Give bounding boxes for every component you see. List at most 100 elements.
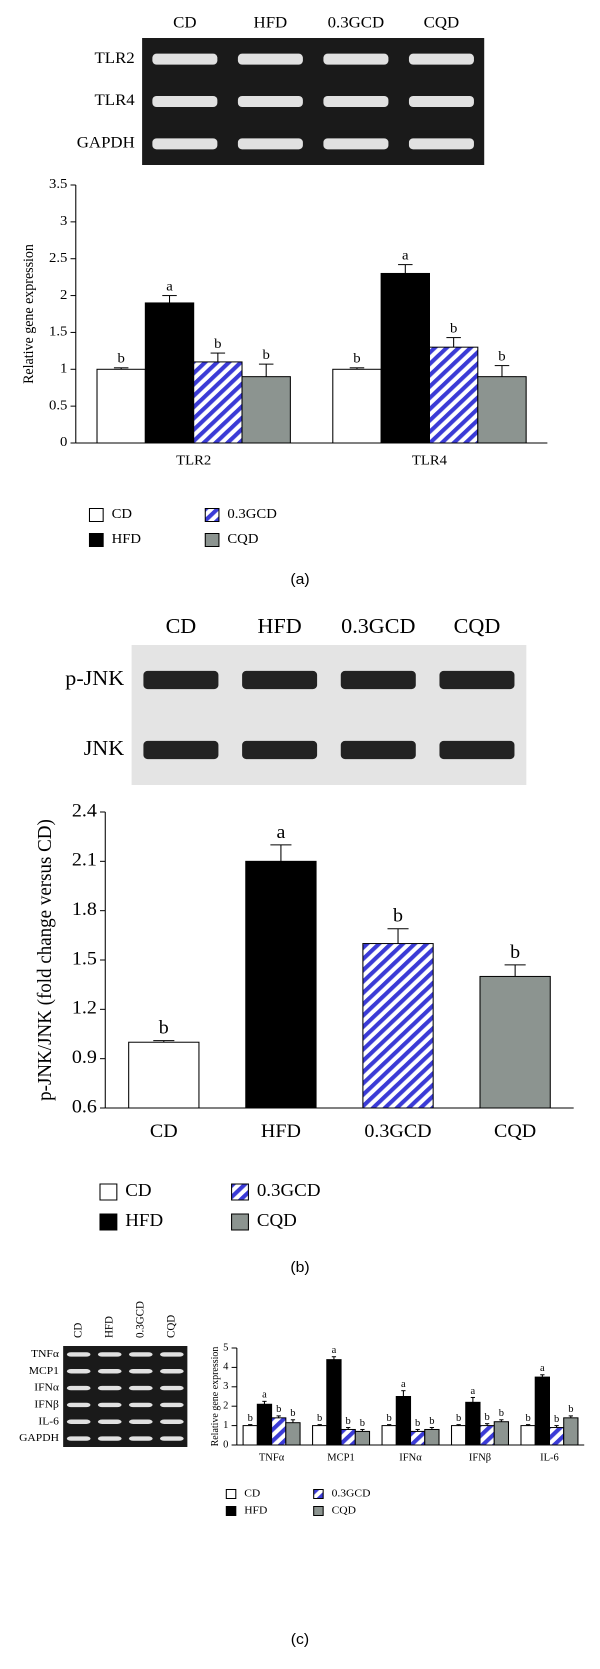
row-label: JNK xyxy=(84,736,125,759)
gel-band xyxy=(160,1369,184,1374)
gel-band xyxy=(242,740,318,760)
significance-letter: b xyxy=(387,1413,392,1424)
significance-letter: b xyxy=(456,1413,461,1424)
legend-swatch xyxy=(231,1183,249,1201)
gel-band xyxy=(160,1436,184,1441)
bar xyxy=(520,1425,536,1446)
gel-band xyxy=(160,1385,184,1391)
gel-band xyxy=(160,1419,184,1424)
significance-letter: b xyxy=(510,942,520,962)
significance-letter: b xyxy=(214,336,221,352)
significance-letter: a xyxy=(402,248,409,264)
bar xyxy=(479,1425,495,1446)
y-tick-label: 0.5 xyxy=(49,398,67,414)
significance-letter: a xyxy=(540,1363,545,1374)
legend-swatch xyxy=(313,1489,324,1499)
x-tick-label: CQD xyxy=(494,1121,536,1141)
legend-label: HFD xyxy=(112,532,141,548)
bar xyxy=(534,1376,551,1446)
significance-letter: a xyxy=(471,1386,476,1397)
y-tick-label: 0 xyxy=(60,435,67,451)
row-label: MCP1 xyxy=(29,1365,59,1377)
x-tick-label: TLR4 xyxy=(412,453,447,469)
bar xyxy=(465,1401,481,1446)
bar xyxy=(409,1430,426,1446)
gel-band xyxy=(323,53,389,65)
gel-band xyxy=(160,1402,184,1408)
significance-letter: a xyxy=(262,1390,267,1401)
legend-swatch xyxy=(88,508,104,522)
row-label: IFNβ xyxy=(34,1399,59,1411)
gel-band xyxy=(128,1369,153,1374)
bar xyxy=(340,1428,356,1446)
significance-letter: b xyxy=(498,349,505,365)
bar xyxy=(285,1422,301,1446)
y-tick-label: 5 xyxy=(223,1343,228,1354)
x-tick-label: TNFα xyxy=(259,1453,285,1464)
significance-letter: b xyxy=(568,1404,573,1415)
lane-label: CQD xyxy=(454,614,501,637)
bar xyxy=(362,943,434,1109)
gel-band xyxy=(408,53,474,65)
row-label: TNFα xyxy=(31,1348,59,1360)
y-tick-label: 0.6 xyxy=(72,1097,97,1117)
gel-band xyxy=(237,138,303,150)
y-tick-label: 1.5 xyxy=(72,949,97,969)
y-tick-label: 1 xyxy=(60,361,67,377)
legend-swatch xyxy=(231,1213,249,1231)
bar xyxy=(271,1417,287,1446)
gel-band xyxy=(237,95,303,108)
x-tick-label: TLR2 xyxy=(176,453,211,469)
significance-letter: b xyxy=(290,1408,295,1419)
gel-band xyxy=(66,1436,91,1441)
gel-image xyxy=(131,645,527,785)
gel-band xyxy=(408,138,474,150)
y-tick-label: 1.2 xyxy=(72,998,97,1018)
x-tick-label: IFNα xyxy=(399,1453,422,1464)
legend-label: CQD xyxy=(227,532,258,548)
bar xyxy=(241,376,291,444)
gel-band xyxy=(323,95,389,108)
legend-label: 0.3GCD xyxy=(332,1488,371,1500)
row-label: TLR2 xyxy=(95,48,135,67)
significance-letter: b xyxy=(525,1413,530,1424)
x-tick-label: IL-6 xyxy=(540,1453,559,1464)
gel-band xyxy=(97,1385,122,1391)
gel-band xyxy=(323,138,389,150)
bar xyxy=(395,1396,412,1446)
gel-band xyxy=(128,1436,153,1441)
gel-band xyxy=(66,1402,91,1408)
y-tick-label: 2 xyxy=(223,1401,228,1412)
gel-image xyxy=(63,1346,188,1447)
gel-band xyxy=(152,95,218,108)
bar xyxy=(450,1425,467,1446)
y-tick-label: 3 xyxy=(60,213,67,229)
significance-letter: b xyxy=(450,321,457,337)
gel-band xyxy=(66,1352,91,1357)
y-tick-label: 2.4 xyxy=(72,801,97,821)
row-label: GAPDH xyxy=(77,133,135,152)
bar xyxy=(312,1425,328,1446)
gel-band xyxy=(242,670,318,690)
gel-band xyxy=(97,1436,122,1441)
significance-letter: b xyxy=(276,1404,281,1415)
legend-label: CD xyxy=(112,507,132,523)
bar xyxy=(144,302,195,444)
y-tick-label: 0 xyxy=(223,1440,228,1451)
legend-label: CQD xyxy=(257,1211,297,1230)
significance-letter: b xyxy=(429,1416,434,1427)
gel-band xyxy=(128,1352,153,1357)
gel-band xyxy=(128,1402,153,1408)
significance-letter: b xyxy=(248,1413,253,1424)
legend-label: HFD xyxy=(125,1211,163,1230)
lane-label: CQD xyxy=(165,1315,177,1338)
gel-band xyxy=(128,1385,153,1391)
bar xyxy=(428,346,479,444)
lane-label: CQD xyxy=(424,13,460,32)
lane-label: CD xyxy=(72,1323,84,1338)
bar xyxy=(242,1425,258,1446)
legend-swatch xyxy=(99,1213,118,1231)
bar xyxy=(332,368,382,444)
y-axis-title: p-JNK/JNK (fold change versus CD) xyxy=(34,819,56,1101)
